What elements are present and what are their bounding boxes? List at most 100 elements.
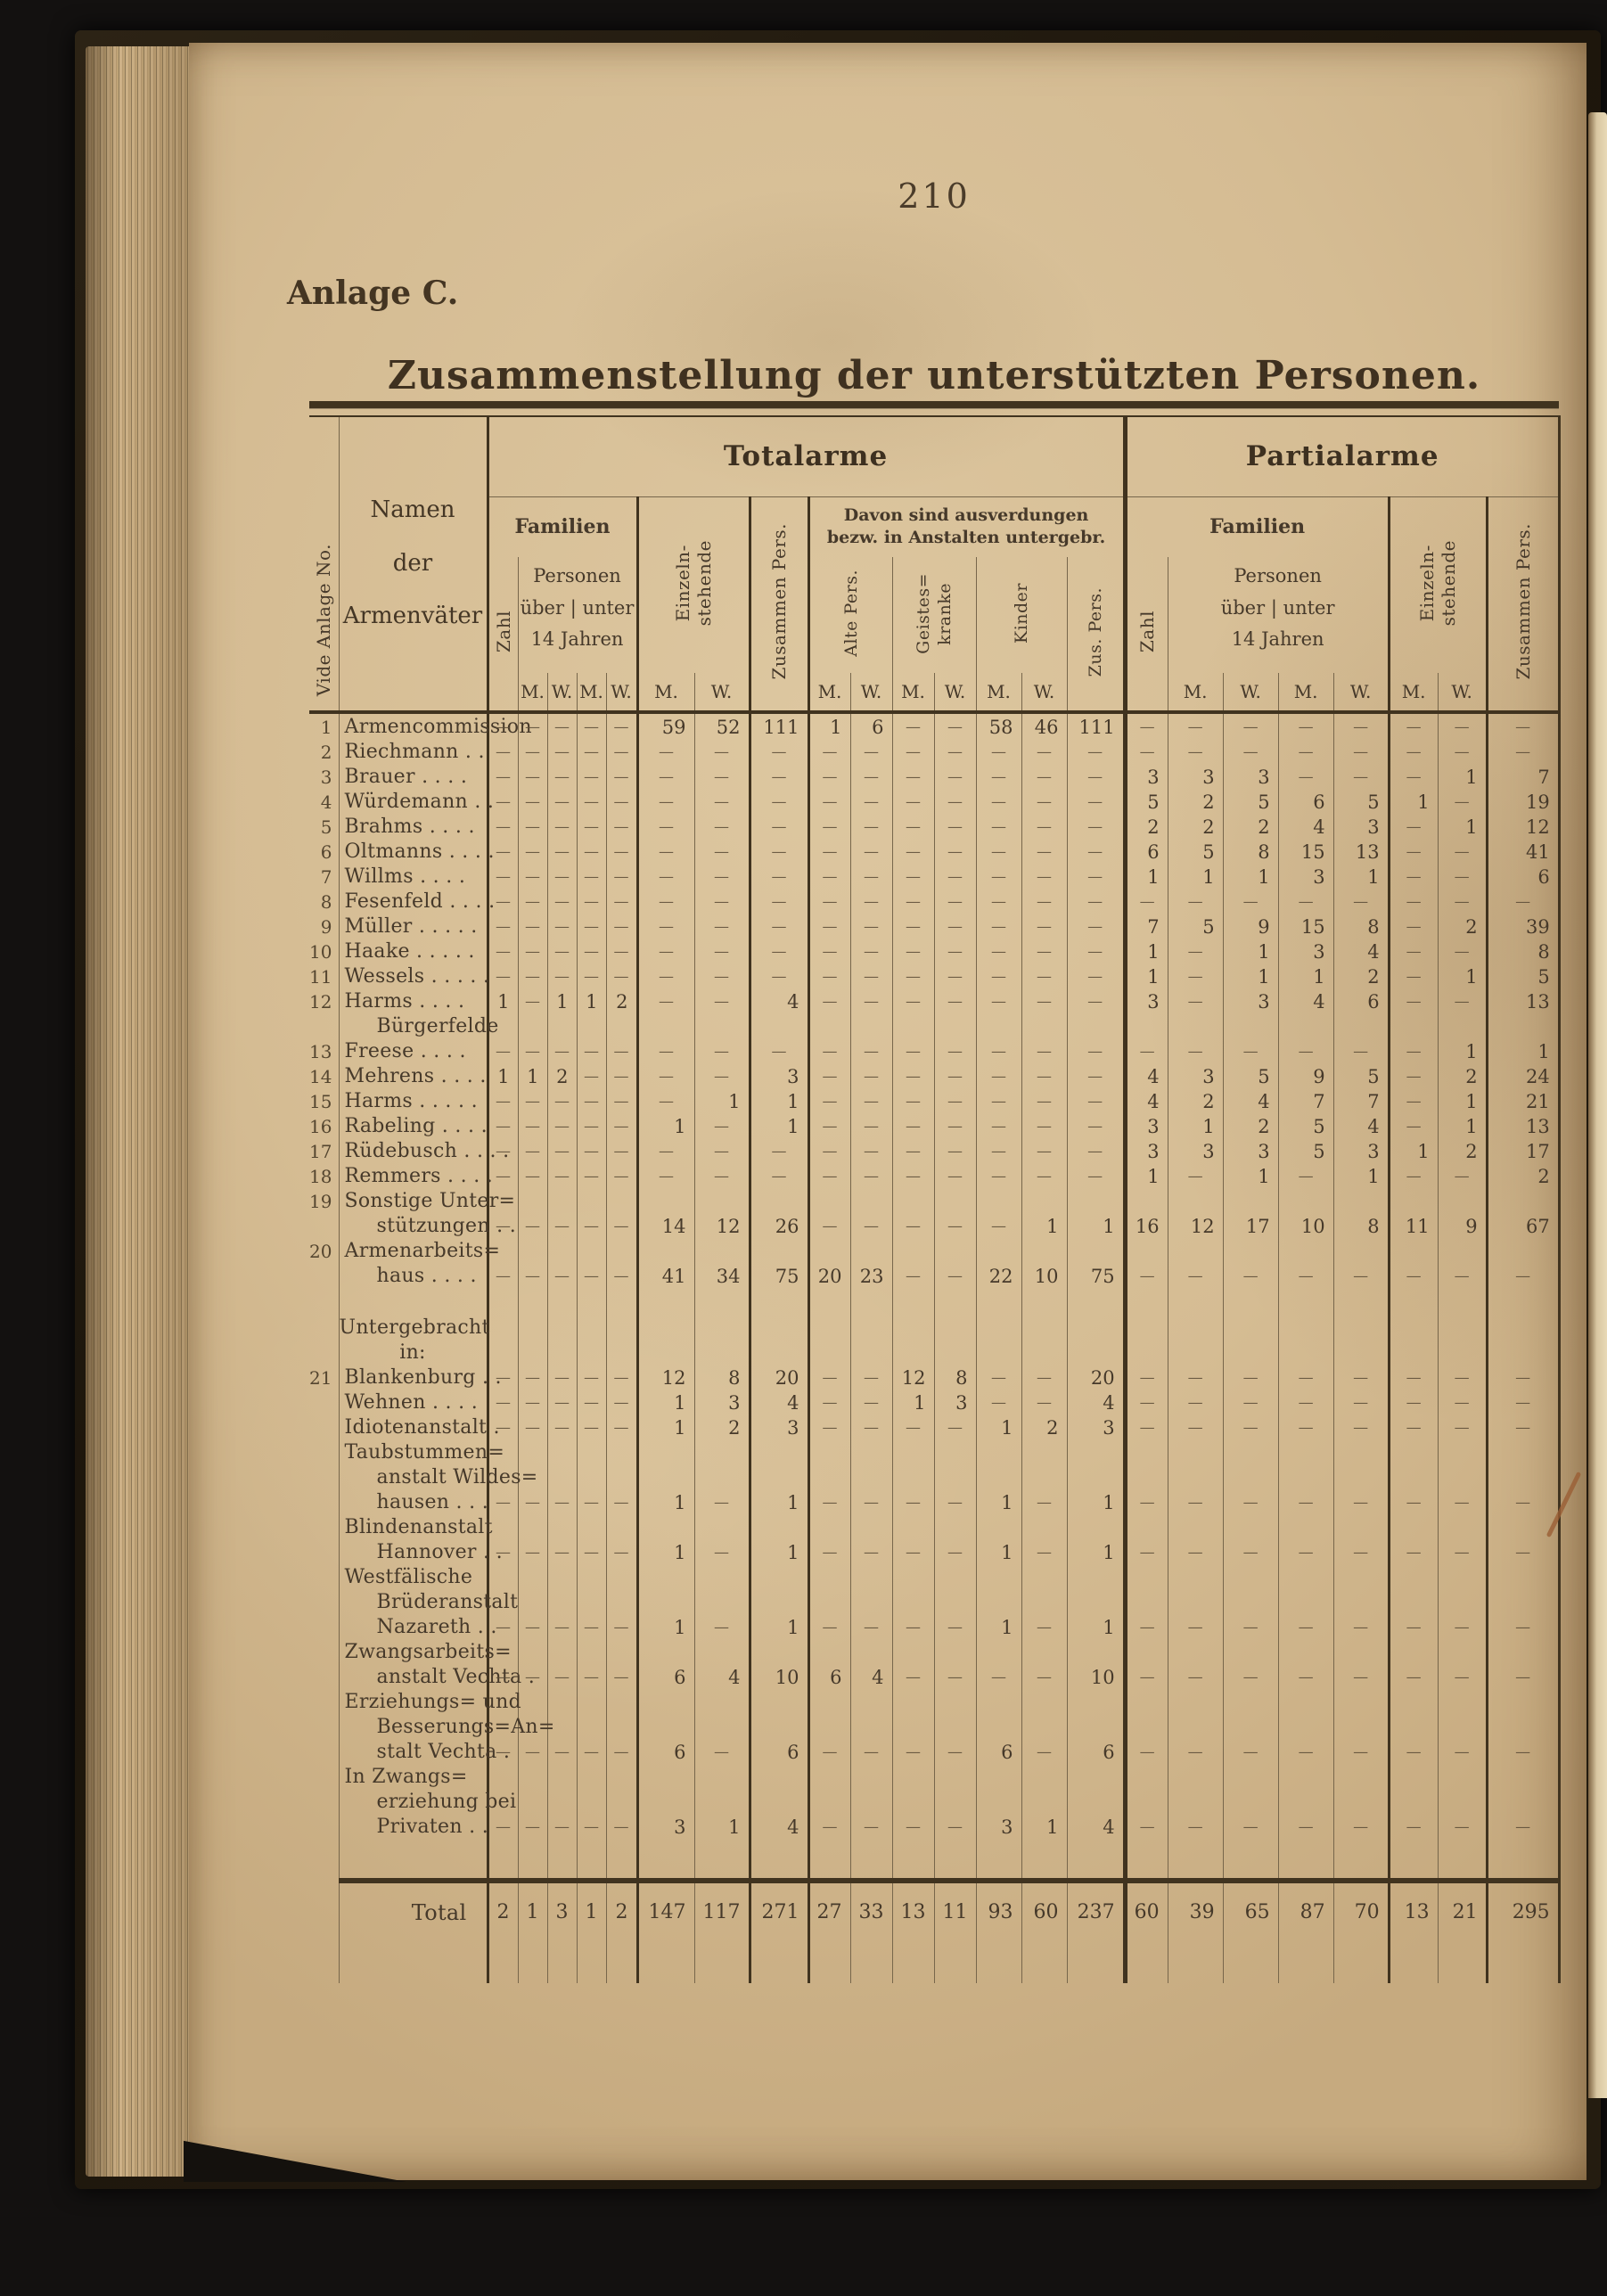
data-cell: — — [1333, 1539, 1390, 1564]
table-row — [309, 1942, 1561, 1983]
data-cell: 2 — [488, 1881, 519, 1942]
data-cell — [1168, 1714, 1224, 1739]
name-cell: Bürgerfelde — [339, 1013, 498, 1038]
data-cell: — — [808, 1489, 851, 1514]
data-cell — [1125, 1764, 1168, 1789]
name-cell: Rabeling . . . . — [339, 1113, 489, 1138]
data-cell — [606, 1589, 639, 1614]
data-cell: — — [1067, 839, 1127, 864]
data-cell — [1438, 1564, 1488, 1589]
data-cell: — — [808, 988, 851, 1013]
table-row: anstalt Wildes= — [309, 1464, 1561, 1489]
data-cell — [1389, 1340, 1439, 1365]
data-cell: — — [547, 1088, 578, 1113]
data-cell: 3 — [1223, 988, 1279, 1013]
data-cell — [976, 1564, 1022, 1589]
data-cell: — — [1067, 764, 1127, 789]
data-cell — [976, 1439, 1022, 1464]
data-cell — [808, 1315, 851, 1340]
data-cell — [637, 1589, 695, 1614]
data-cell: — — [1067, 914, 1127, 939]
data-cell: 271 — [750, 1881, 810, 1942]
data-cell: — — [637, 1138, 695, 1163]
data-cell: — — [1389, 1390, 1439, 1414]
data-cell: 65 — [1223, 1881, 1279, 1942]
name-cell: Privaten . . — [339, 1814, 489, 1839]
data-cell — [1487, 1238, 1561, 1263]
data-cell: 13 — [1487, 1113, 1561, 1138]
data-cell: — — [892, 914, 935, 939]
data-cell: — — [892, 939, 935, 964]
data-cell: — — [518, 1263, 548, 1288]
data-cell: 6 — [1067, 1739, 1127, 1764]
data-cell: 3 — [694, 1390, 751, 1414]
data-cell — [1333, 1188, 1390, 1213]
data-cell — [1021, 1639, 1068, 1664]
data-cell — [934, 1639, 977, 1664]
data-cell: — — [577, 1814, 607, 1839]
data-cell — [1389, 1439, 1439, 1464]
data-cell: — — [850, 1113, 893, 1138]
data-cell — [577, 1288, 607, 1315]
data-cell — [637, 1789, 695, 1814]
data-cell — [1278, 1564, 1334, 1589]
data-cell: — — [488, 1664, 519, 1689]
data-cell: — — [1487, 889, 1561, 914]
data-cell: — — [850, 1213, 893, 1238]
name-cell: Untergebracht — [339, 1315, 490, 1340]
data-cell — [1168, 1013, 1224, 1038]
data-cell: — — [518, 1539, 548, 1564]
data-cell: — — [1389, 710, 1439, 739]
data-cell: — — [1021, 939, 1068, 964]
row-number-cell: 11 — [309, 964, 340, 988]
data-cell — [1067, 1942, 1127, 1983]
data-cell: — — [518, 1390, 548, 1414]
data-cell: 52 — [694, 710, 751, 739]
data-cell: 4 — [750, 988, 810, 1013]
data-cell: — — [488, 964, 519, 988]
data-cell — [1333, 1789, 1390, 1814]
data-cell: 8 — [1487, 939, 1561, 964]
data-cell: — — [850, 1414, 893, 1439]
data-cell — [1067, 1439, 1127, 1464]
data-cell: — — [488, 1088, 519, 1113]
data-cell: 75 — [1067, 1263, 1127, 1288]
data-cell: — — [637, 789, 695, 814]
data-cell — [637, 1439, 695, 1464]
data-cell — [606, 1464, 639, 1489]
data-cell: — — [808, 914, 851, 939]
data-cell: 7 — [1487, 764, 1561, 789]
annex-label: Anlage C. — [287, 275, 459, 312]
data-cell: — — [1438, 1614, 1488, 1639]
data-cell: — — [750, 914, 810, 939]
data-cell — [1487, 1839, 1561, 1883]
data-cell — [637, 1340, 695, 1365]
data-cell: 2 — [1438, 914, 1488, 939]
data-cell — [547, 1340, 578, 1365]
data-cell — [1333, 1942, 1390, 1983]
data-cell — [606, 1238, 639, 1263]
data-cell: — — [577, 739, 607, 764]
name-cell: Erziehungs= und — [339, 1689, 521, 1714]
data-cell: — — [1389, 964, 1439, 988]
data-cell: — — [1223, 1739, 1279, 1764]
data-cell: 111 — [1067, 710, 1127, 739]
row-number-cell — [309, 1340, 340, 1365]
data-cell — [547, 1942, 578, 1983]
total-row: Total 2 1 3 1 2 147 117 271 27 33 13 11 93 60 237 60 39 65… — [309, 1881, 1561, 1942]
data-cell: — — [1021, 1365, 1068, 1390]
data-cell — [892, 1288, 935, 1315]
data-cell — [1438, 1288, 1488, 1315]
data-cell: — — [488, 1614, 519, 1639]
data-cell — [606, 1689, 639, 1714]
data-cell: — — [808, 1539, 851, 1564]
data-cell — [892, 1340, 935, 1365]
group-header-totalarme: Totalarme — [488, 416, 1127, 497]
name-cell: Armencommission — [339, 710, 532, 739]
data-cell: — — [1438, 839, 1488, 864]
data-cell: — — [606, 914, 639, 939]
data-cell: — — [1125, 1365, 1168, 1390]
data-cell: — — [488, 814, 519, 839]
data-cell — [1168, 1839, 1224, 1883]
data-cell: — — [1067, 889, 1127, 914]
